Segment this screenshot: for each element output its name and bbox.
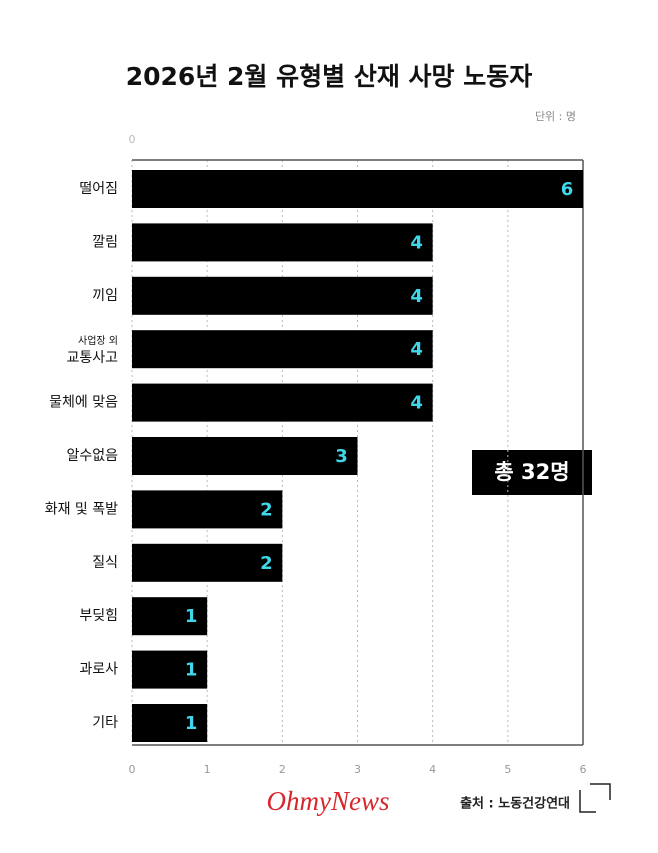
plot: 0 1 2 3 4 5 6 0 떨어짐 6 깔림 4 끼임 4 사업장 외 교통사고 4 물체에 맞음 4 알수없음 3…: [45, 133, 587, 776]
y-tick-label: 끼임: [92, 288, 118, 304]
value-label: 6: [561, 179, 574, 200]
value-label: 4: [410, 286, 423, 307]
y-tick-label: 떨어짐: [79, 181, 118, 197]
x-tick-label: 2: [279, 763, 286, 776]
y-tick-label: 과로사: [79, 662, 118, 678]
bar: [132, 704, 208, 742]
unit-label: 단위 : 명: [535, 110, 576, 123]
value-label: 3: [335, 446, 348, 467]
logo: OhmyNews: [267, 786, 390, 816]
bar: [132, 383, 433, 422]
value-label: 4: [410, 393, 423, 414]
y-tick-label: 화재 및 폭발: [45, 501, 118, 517]
value-label: 4: [410, 339, 423, 360]
y-tick-label: 질식: [92, 555, 118, 571]
bar: [132, 597, 208, 636]
bar: [132, 490, 283, 529]
y-tick-label: 사업장 외 교통사고: [66, 334, 118, 366]
bar: [132, 650, 208, 689]
source-icon: [579, 783, 611, 813]
value-label: 1: [185, 713, 198, 734]
y-tick-label: 부딪힘: [79, 608, 118, 624]
bar: [132, 170, 583, 208]
y-tick-label: 물체에 맞음: [49, 395, 118, 411]
value-label: 2: [260, 553, 273, 574]
bar: [132, 276, 433, 315]
value-label: 4: [410, 232, 423, 253]
x-tick-label: 4: [429, 763, 436, 776]
top-tick-label: 0: [129, 133, 136, 146]
y-tick-label: 기타: [92, 715, 118, 731]
x-tick-label: 1: [204, 763, 211, 776]
x-tick-label: 5: [504, 763, 511, 776]
annotation-box: [472, 450, 592, 495]
x-tick-label: 3: [354, 763, 361, 776]
bar: [132, 437, 358, 475]
bar: [132, 543, 283, 582]
y-tick-label: 깔림: [92, 234, 118, 250]
annotation: 총 32명: [494, 460, 569, 484]
source: 출처 : 노동건강연대: [460, 796, 570, 812]
value-label: 1: [185, 660, 198, 681]
x-tick-label: 0: [129, 763, 136, 776]
chart-title: 2026년 2월 유형별 산재 사망 노동자: [126, 62, 533, 91]
bar: [132, 223, 433, 262]
y-tick-label: 알수없음: [66, 448, 118, 464]
value-label: 2: [260, 499, 273, 520]
x-tick-label: 6: [580, 763, 587, 776]
bar: [132, 330, 433, 369]
value-label: 1: [185, 606, 198, 627]
